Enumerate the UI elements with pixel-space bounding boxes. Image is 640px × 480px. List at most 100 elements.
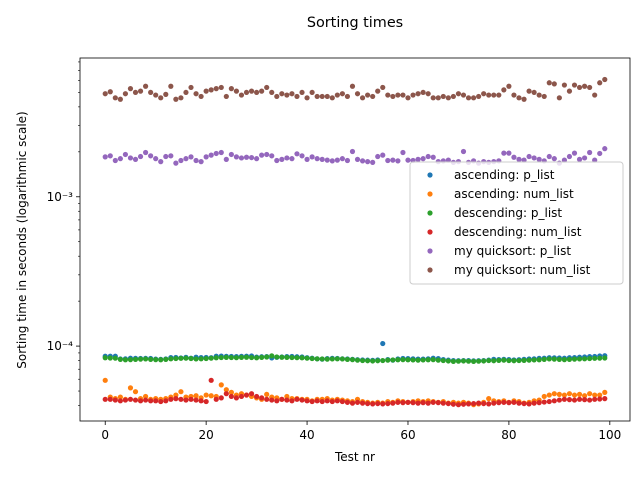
data-point: [592, 355, 598, 361]
data-point: [213, 150, 219, 157]
data-point: [445, 157, 451, 163]
data-point: [102, 91, 108, 97]
data-point: [526, 401, 532, 407]
data-point: [238, 354, 245, 360]
data-point: [587, 391, 593, 397]
data-point: [390, 357, 396, 363]
data-point: [168, 153, 174, 159]
data-point: [188, 154, 194, 160]
data-point: [233, 154, 240, 160]
data-point: [198, 159, 204, 165]
legend-marker: [427, 210, 433, 216]
data-point: [143, 149, 149, 156]
data-point: [329, 356, 335, 362]
data-point: [511, 399, 517, 405]
data-point: [304, 95, 310, 101]
data-point: [203, 88, 209, 94]
data-point: [344, 93, 351, 100]
data-point: [274, 93, 280, 100]
data-point: [294, 396, 300, 402]
data-point: [410, 92, 416, 98]
data-point: [551, 81, 557, 87]
data-point: [455, 358, 462, 364]
data-point: [400, 357, 406, 363]
data-point: [465, 401, 472, 407]
data-point: [576, 396, 583, 402]
data-point: [365, 400, 371, 407]
data-point: [602, 396, 608, 402]
data-point: [511, 154, 517, 160]
data-point: [112, 95, 118, 101]
data-point: [334, 356, 340, 362]
data-point: [254, 156, 260, 162]
data-point: [193, 157, 199, 164]
data-point: [556, 391, 562, 397]
data-point: [183, 89, 189, 96]
data-point: [359, 95, 366, 101]
data-point: [243, 89, 250, 96]
data-point: [405, 399, 411, 405]
data-point: [213, 396, 219, 402]
data-point: [349, 83, 356, 89]
data-point: [102, 154, 108, 160]
data-point: [576, 356, 583, 362]
data-point: [153, 357, 159, 363]
data-point: [385, 157, 391, 164]
data-point: [425, 400, 431, 406]
data-point: [506, 150, 512, 156]
data-point: [279, 354, 285, 360]
data-point: [602, 76, 608, 83]
data-point: [279, 156, 285, 162]
data-point: [259, 88, 265, 94]
x-tick-label: 40: [299, 428, 314, 442]
data-point: [380, 340, 386, 347]
data-point: [576, 84, 583, 91]
data-point: [592, 396, 598, 402]
data-point: [486, 92, 492, 98]
data-point: [581, 83, 588, 89]
data-point: [531, 155, 537, 161]
data-point: [107, 396, 113, 402]
data-point: [385, 357, 391, 363]
data-point: [420, 156, 426, 162]
data-point: [304, 355, 310, 361]
data-point: [324, 398, 330, 404]
data-point: [380, 357, 386, 364]
x-tick-label: 0: [101, 428, 109, 442]
data-point: [233, 355, 240, 361]
data-point: [546, 80, 552, 86]
data-point: [163, 398, 169, 404]
data-point: [319, 356, 325, 362]
data-point: [486, 401, 492, 407]
data-point: [470, 358, 477, 364]
data-point: [218, 395, 224, 401]
legend-marker: [427, 267, 433, 273]
data-point: [153, 92, 159, 98]
data-point: [178, 157, 184, 164]
data-point: [158, 95, 164, 101]
data-point: [370, 358, 376, 364]
data-point: [243, 392, 250, 398]
data-point: [309, 355, 315, 362]
data-point: [496, 92, 502, 98]
data-point: [561, 357, 568, 363]
data-point: [269, 353, 275, 359]
data-point: [365, 92, 371, 98]
data-point: [284, 354, 290, 360]
data-point: [395, 399, 401, 405]
data-point: [410, 357, 416, 363]
data-point: [193, 356, 199, 362]
legend: ascending: p_list ascending: num_listdesc…: [409, 161, 624, 285]
data-point: [198, 93, 204, 100]
data-point: [430, 154, 436, 160]
data-point: [254, 89, 260, 96]
data-point: [208, 355, 214, 361]
data-point: [415, 156, 421, 162]
data-point: [178, 396, 184, 402]
data-point: [148, 356, 154, 362]
y-tick-label: 10⁻³: [47, 190, 74, 204]
data-point: [481, 91, 487, 97]
legend-marker: [427, 172, 433, 178]
data-point: [117, 156, 123, 162]
data-point: [531, 89, 537, 96]
